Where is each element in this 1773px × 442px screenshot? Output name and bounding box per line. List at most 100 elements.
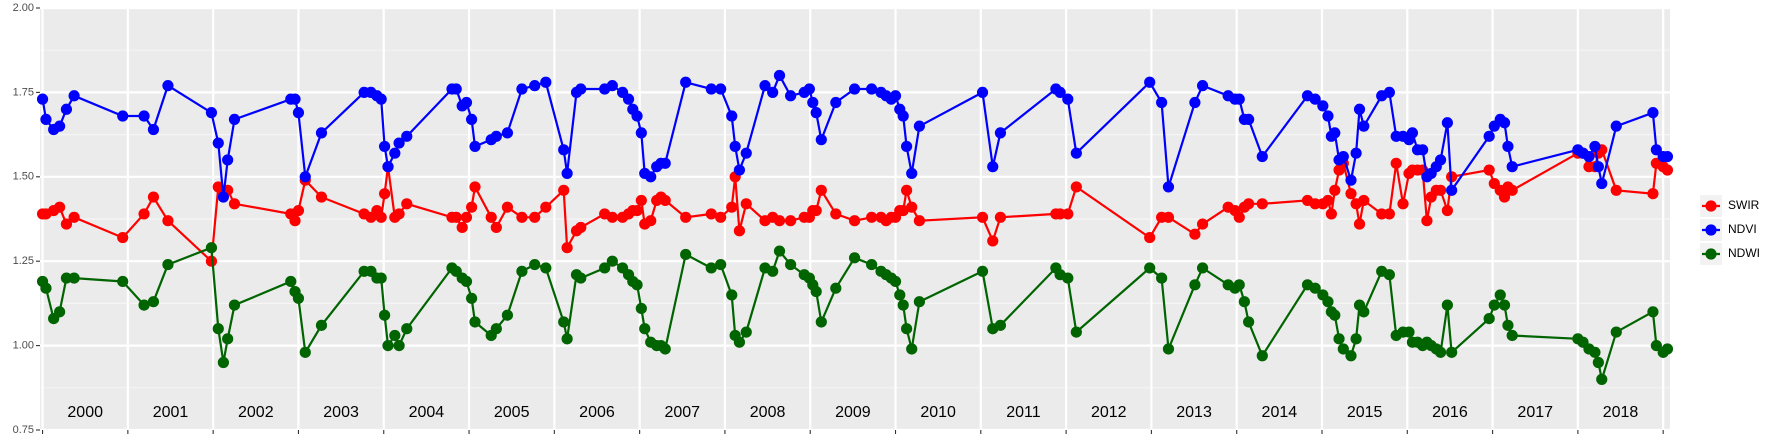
- legend-label: SWIR: [1728, 198, 1760, 212]
- point: [726, 110, 738, 122]
- point: [540, 201, 552, 213]
- point: [1243, 198, 1255, 210]
- year-label: 2001: [153, 404, 189, 421]
- point: [1162, 181, 1175, 193]
- point: [1345, 350, 1357, 362]
- point: [894, 289, 906, 301]
- point: [1162, 211, 1175, 223]
- point: [994, 127, 1007, 139]
- legend-marker: [1705, 200, 1717, 212]
- year-label: 2003: [323, 404, 359, 421]
- point: [901, 140, 913, 153]
- point: [976, 265, 989, 277]
- legend-label: NDVI: [1728, 222, 1757, 236]
- year-label: 2005: [494, 404, 530, 421]
- point: [1333, 333, 1345, 345]
- point: [389, 147, 401, 159]
- point: [599, 262, 611, 274]
- point: [1596, 373, 1608, 385]
- point: [913, 296, 925, 308]
- point: [759, 80, 771, 92]
- point: [913, 215, 925, 227]
- point: [393, 208, 405, 220]
- point: [490, 323, 502, 335]
- point: [389, 329, 401, 342]
- point: [1661, 343, 1674, 355]
- point: [285, 275, 297, 288]
- year-label: 2009: [835, 404, 871, 421]
- point: [1506, 184, 1518, 196]
- point: [68, 272, 80, 284]
- point: [866, 83, 878, 95]
- year-label: 2004: [409, 404, 445, 421]
- point: [1256, 150, 1268, 163]
- point: [1350, 147, 1362, 159]
- point: [767, 265, 779, 277]
- y-tick-label: 1.75: [13, 86, 34, 98]
- year-label: 2015: [1347, 404, 1383, 421]
- point: [1309, 282, 1321, 294]
- point: [1610, 326, 1622, 338]
- point: [501, 309, 514, 321]
- point: [1650, 340, 1662, 352]
- point: [1421, 215, 1433, 227]
- point: [848, 215, 861, 227]
- point: [212, 137, 224, 149]
- point: [450, 211, 462, 223]
- point: [222, 333, 234, 345]
- point: [162, 258, 174, 271]
- point: [60, 272, 73, 284]
- point: [540, 262, 552, 274]
- point: [205, 242, 218, 254]
- point: [292, 204, 305, 217]
- point: [810, 107, 822, 119]
- y-tick-label: 1.25: [13, 255, 34, 267]
- point: [705, 83, 717, 95]
- point: [889, 90, 902, 102]
- point: [1441, 299, 1453, 311]
- point: [1329, 184, 1341, 196]
- point: [289, 93, 301, 105]
- point: [401, 130, 413, 142]
- point: [375, 211, 387, 223]
- point: [1189, 228, 1201, 240]
- point: [228, 113, 241, 126]
- point: [1502, 140, 1514, 153]
- point: [1317, 100, 1329, 112]
- point: [1162, 343, 1175, 355]
- point: [1350, 333, 1362, 345]
- point: [659, 157, 671, 169]
- point: [901, 184, 913, 196]
- point: [1196, 80, 1209, 92]
- y-tick-label: 0.75: [13, 424, 34, 436]
- point: [378, 140, 391, 153]
- point: [866, 211, 878, 223]
- point: [292, 107, 305, 119]
- point: [1070, 181, 1082, 193]
- point: [1309, 93, 1321, 105]
- point: [785, 90, 797, 102]
- point: [117, 110, 129, 122]
- point: [1337, 343, 1349, 355]
- point: [450, 83, 462, 95]
- point: [1054, 86, 1066, 98]
- point: [889, 275, 902, 288]
- point: [465, 292, 478, 304]
- point: [848, 83, 861, 95]
- point: [1189, 279, 1201, 291]
- point: [378, 188, 391, 200]
- point: [866, 258, 878, 271]
- point: [1583, 150, 1595, 163]
- point: [393, 137, 405, 149]
- point: [60, 103, 73, 115]
- point: [1506, 329, 1518, 342]
- point: [994, 211, 1007, 223]
- point: [680, 248, 692, 261]
- point: [1502, 319, 1514, 331]
- year-label: 2017: [1517, 404, 1553, 421]
- point: [1494, 289, 1506, 301]
- point: [1589, 140, 1601, 153]
- point: [1322, 110, 1334, 122]
- point: [1329, 309, 1341, 321]
- point: [393, 340, 405, 352]
